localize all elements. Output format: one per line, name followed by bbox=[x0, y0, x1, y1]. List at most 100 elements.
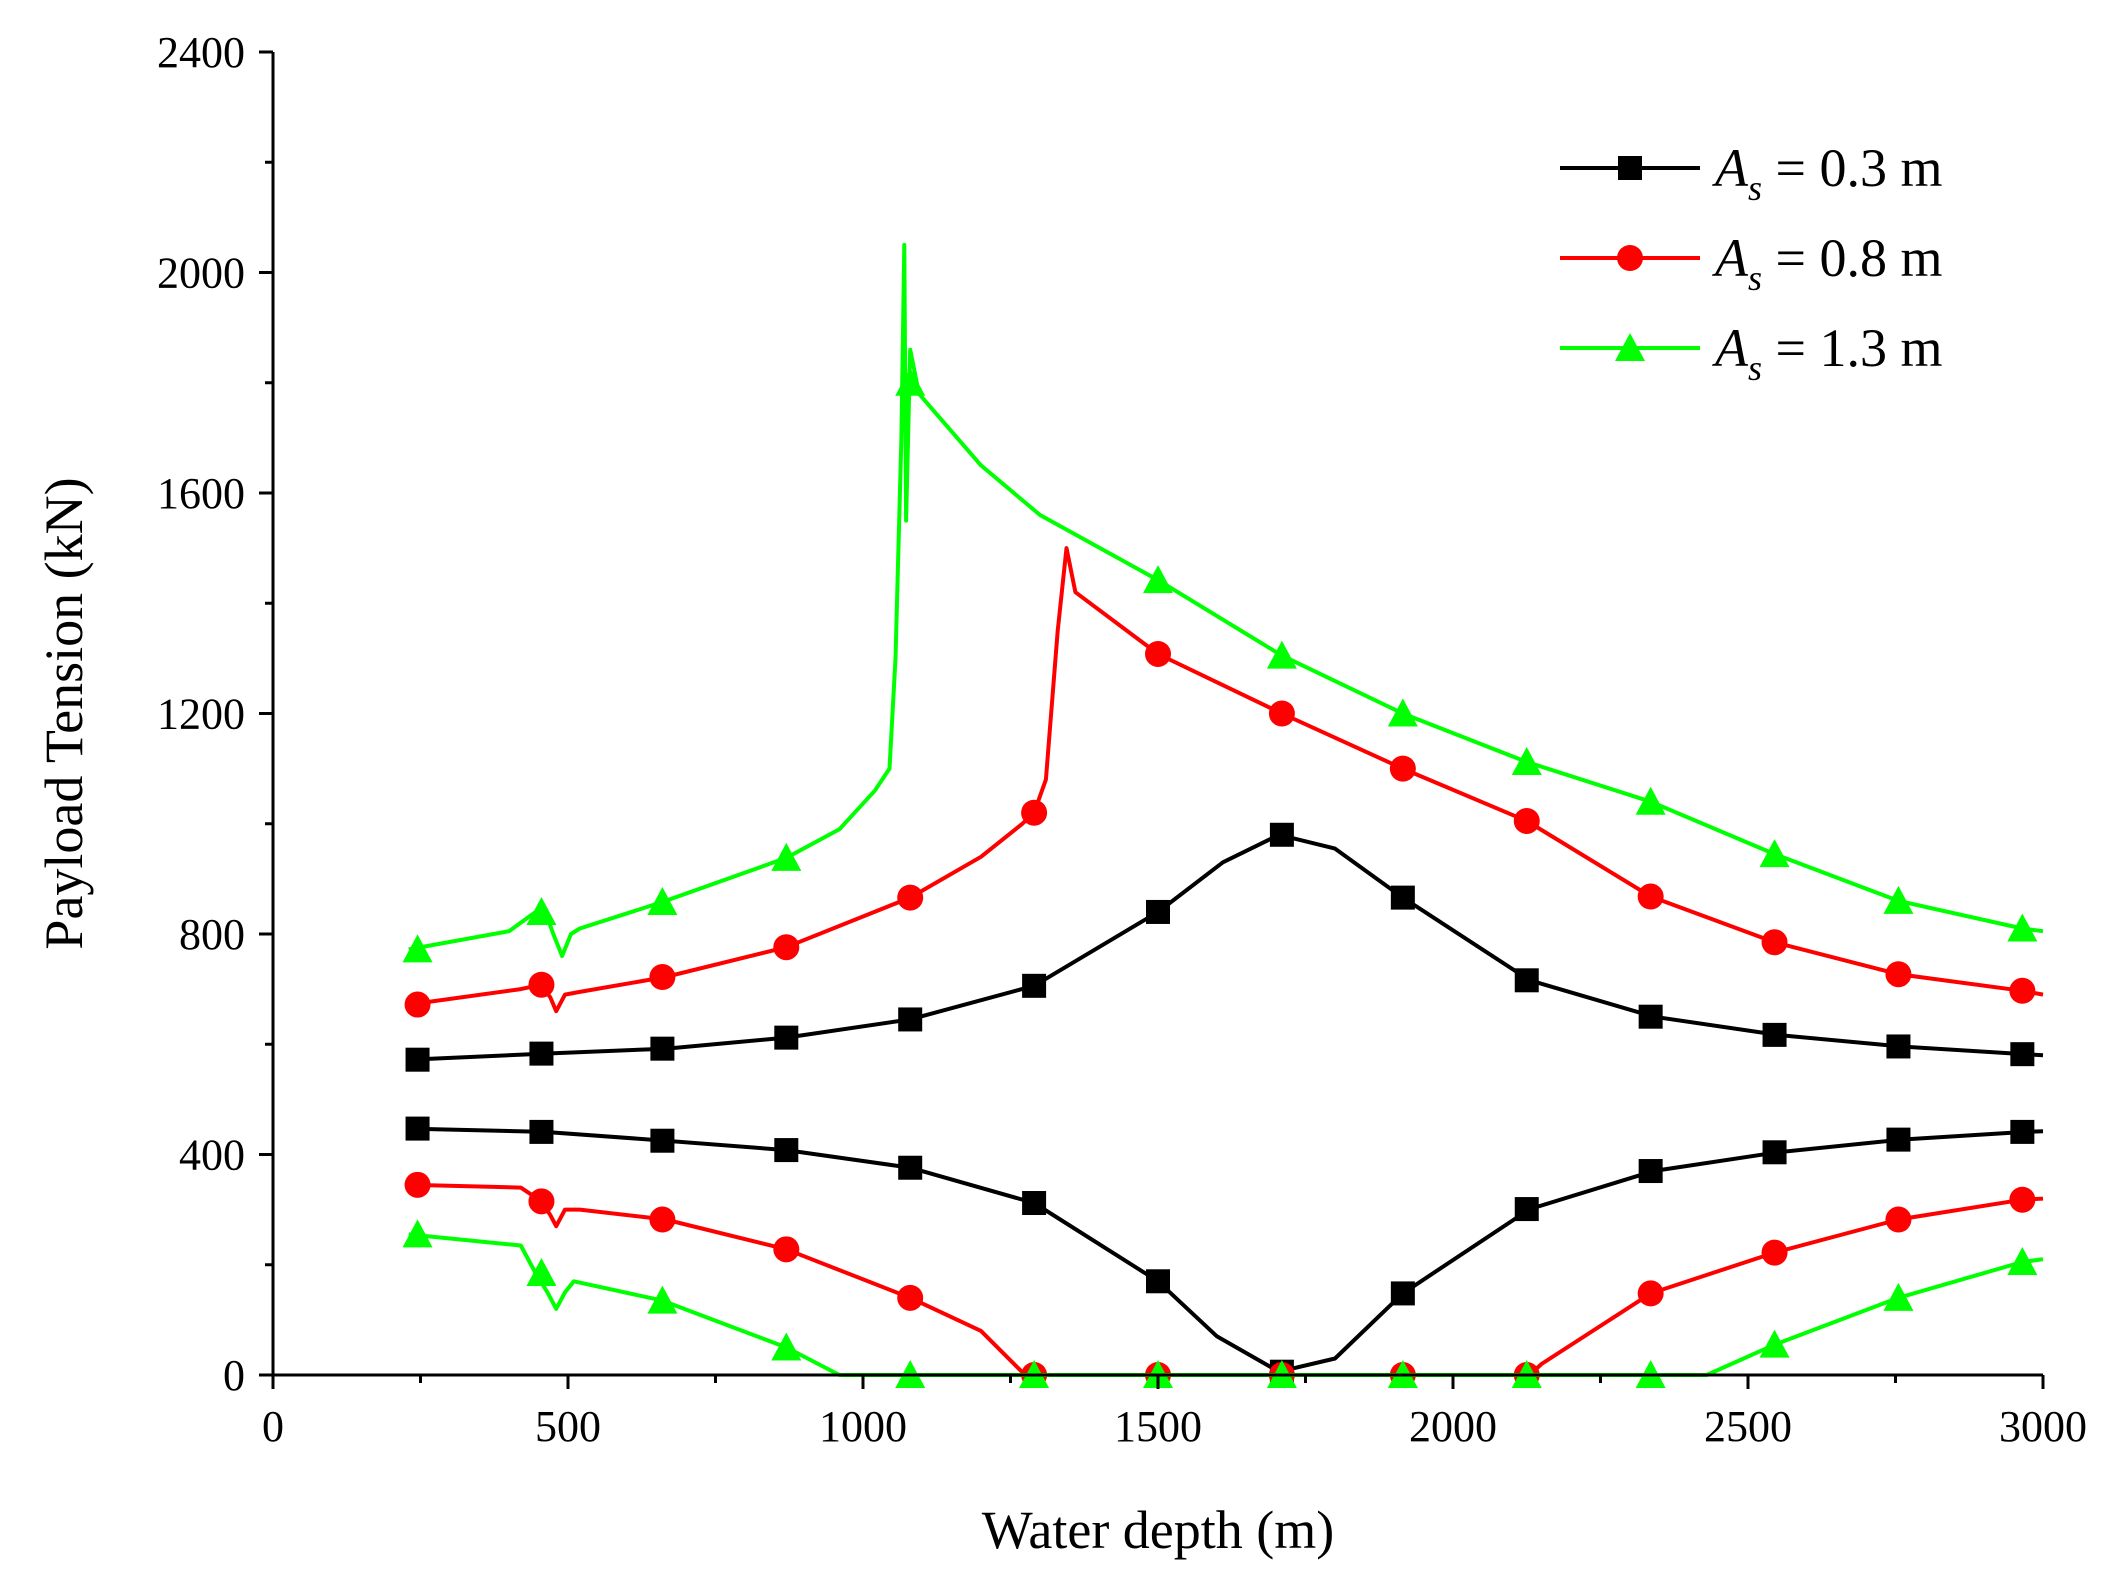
data-point bbox=[1514, 1197, 1539, 1222]
data-point bbox=[528, 1188, 555, 1215]
data-point bbox=[2009, 977, 2036, 1004]
legend-marker bbox=[1617, 245, 1643, 271]
y-axis-title: Payload Tension (kN) bbox=[34, 477, 94, 949]
data-point bbox=[647, 1285, 678, 1314]
data-point bbox=[1638, 1004, 1663, 1029]
data-point bbox=[1269, 822, 1294, 847]
data-point bbox=[1761, 929, 1788, 956]
data-point bbox=[1389, 755, 1416, 782]
data-point bbox=[1387, 698, 1418, 727]
y-tick-label: 400 bbox=[179, 1131, 245, 1180]
data-point bbox=[649, 963, 676, 990]
data-point bbox=[771, 842, 802, 871]
legend-entry: As = 1.3 m bbox=[1560, 318, 1942, 388]
x-tick-label: 500 bbox=[535, 1402, 601, 1451]
data-point bbox=[773, 1236, 800, 1263]
series-line-lower bbox=[408, 1182, 2044, 1377]
y-tick-label: 2000 bbox=[157, 249, 245, 298]
data-point bbox=[1513, 807, 1540, 834]
data-point bbox=[1390, 885, 1415, 910]
data-point bbox=[1886, 1034, 1911, 1059]
data-point bbox=[1759, 1329, 1790, 1358]
data-point bbox=[1022, 1191, 1047, 1216]
x-tick-label: 2000 bbox=[1409, 1402, 1497, 1451]
x-tick-label: 1500 bbox=[1114, 1402, 1202, 1451]
data-point bbox=[898, 1007, 923, 1032]
data-point bbox=[1514, 968, 1539, 993]
data-point bbox=[649, 1206, 676, 1233]
y-tick-label: 2400 bbox=[157, 28, 245, 77]
y-tick-label: 800 bbox=[179, 910, 245, 959]
data-point bbox=[402, 1219, 433, 1248]
data-point bbox=[773, 934, 800, 961]
data-point bbox=[647, 887, 678, 916]
data-point bbox=[774, 1025, 799, 1050]
data-point bbox=[1266, 640, 1297, 669]
data-point bbox=[1885, 1206, 1912, 1233]
data-point bbox=[897, 884, 924, 911]
series-line-upper bbox=[408, 546, 2044, 1014]
data-point bbox=[1885, 961, 1912, 988]
legend-label: As = 0.8 m bbox=[1712, 228, 1942, 298]
data-point bbox=[2007, 913, 2038, 942]
data-point bbox=[2010, 1042, 2035, 1067]
legend-marker bbox=[1618, 156, 1642, 180]
data-point bbox=[402, 934, 433, 963]
data-point bbox=[1883, 885, 1914, 914]
data-point bbox=[1761, 1239, 1788, 1266]
data-point bbox=[526, 1258, 557, 1287]
data-point bbox=[771, 1332, 802, 1361]
data-point bbox=[1143, 565, 1173, 594]
data-point bbox=[529, 1041, 554, 1066]
data-point bbox=[2009, 1186, 2036, 1213]
data-point bbox=[1022, 973, 1047, 998]
data-point bbox=[650, 1036, 675, 1061]
data-point bbox=[1883, 1282, 1914, 1311]
data-point bbox=[405, 1047, 430, 1072]
data-point bbox=[897, 1284, 924, 1311]
data-point bbox=[404, 991, 431, 1018]
data-point bbox=[529, 1119, 554, 1144]
legend-entry: As = 0.8 m bbox=[1560, 228, 1942, 298]
data-point bbox=[898, 1155, 923, 1180]
data-point bbox=[1637, 883, 1664, 910]
y-tick-label: 1600 bbox=[157, 469, 245, 518]
legend-label: As = 0.3 m bbox=[1712, 138, 1942, 208]
data-point bbox=[404, 1171, 431, 1198]
legend-label: As = 1.3 m bbox=[1712, 318, 1942, 388]
legend-entry: As = 0.3 m bbox=[1560, 138, 1942, 208]
data-point bbox=[528, 971, 555, 998]
legend-marker bbox=[1615, 333, 1645, 361]
x-tick-label: 2500 bbox=[1704, 1402, 1792, 1451]
y-tick-label: 0 bbox=[223, 1351, 245, 1400]
data-point bbox=[1635, 786, 1666, 815]
data-point bbox=[1390, 1281, 1415, 1306]
data-point bbox=[895, 367, 926, 396]
x-tick-label: 1000 bbox=[819, 1402, 907, 1451]
data-point bbox=[1146, 1269, 1170, 1294]
data-point bbox=[1762, 1022, 1787, 1047]
data-point bbox=[1145, 640, 1171, 667]
data-point bbox=[2007, 1246, 2038, 1275]
series-group bbox=[405, 822, 2044, 1384]
data-point bbox=[774, 1138, 799, 1163]
data-point bbox=[650, 1128, 675, 1153]
data-point bbox=[1759, 839, 1790, 868]
data-point bbox=[1886, 1127, 1911, 1152]
data-point bbox=[2010, 1119, 2035, 1144]
y-tick-label: 1200 bbox=[157, 690, 245, 739]
data-point bbox=[526, 896, 557, 925]
data-point bbox=[1762, 1140, 1787, 1165]
data-point bbox=[1146, 899, 1170, 924]
data-point bbox=[1638, 1159, 1663, 1184]
data-point bbox=[1268, 700, 1295, 727]
data-point bbox=[1511, 747, 1542, 776]
series-group bbox=[404, 546, 2044, 1388]
series-line-upper bbox=[408, 242, 2044, 958]
data-point bbox=[405, 1116, 430, 1141]
data-point bbox=[1021, 799, 1048, 826]
data-point bbox=[1637, 1280, 1664, 1307]
x-axis-title: Water depth (m) bbox=[982, 1500, 1335, 1560]
